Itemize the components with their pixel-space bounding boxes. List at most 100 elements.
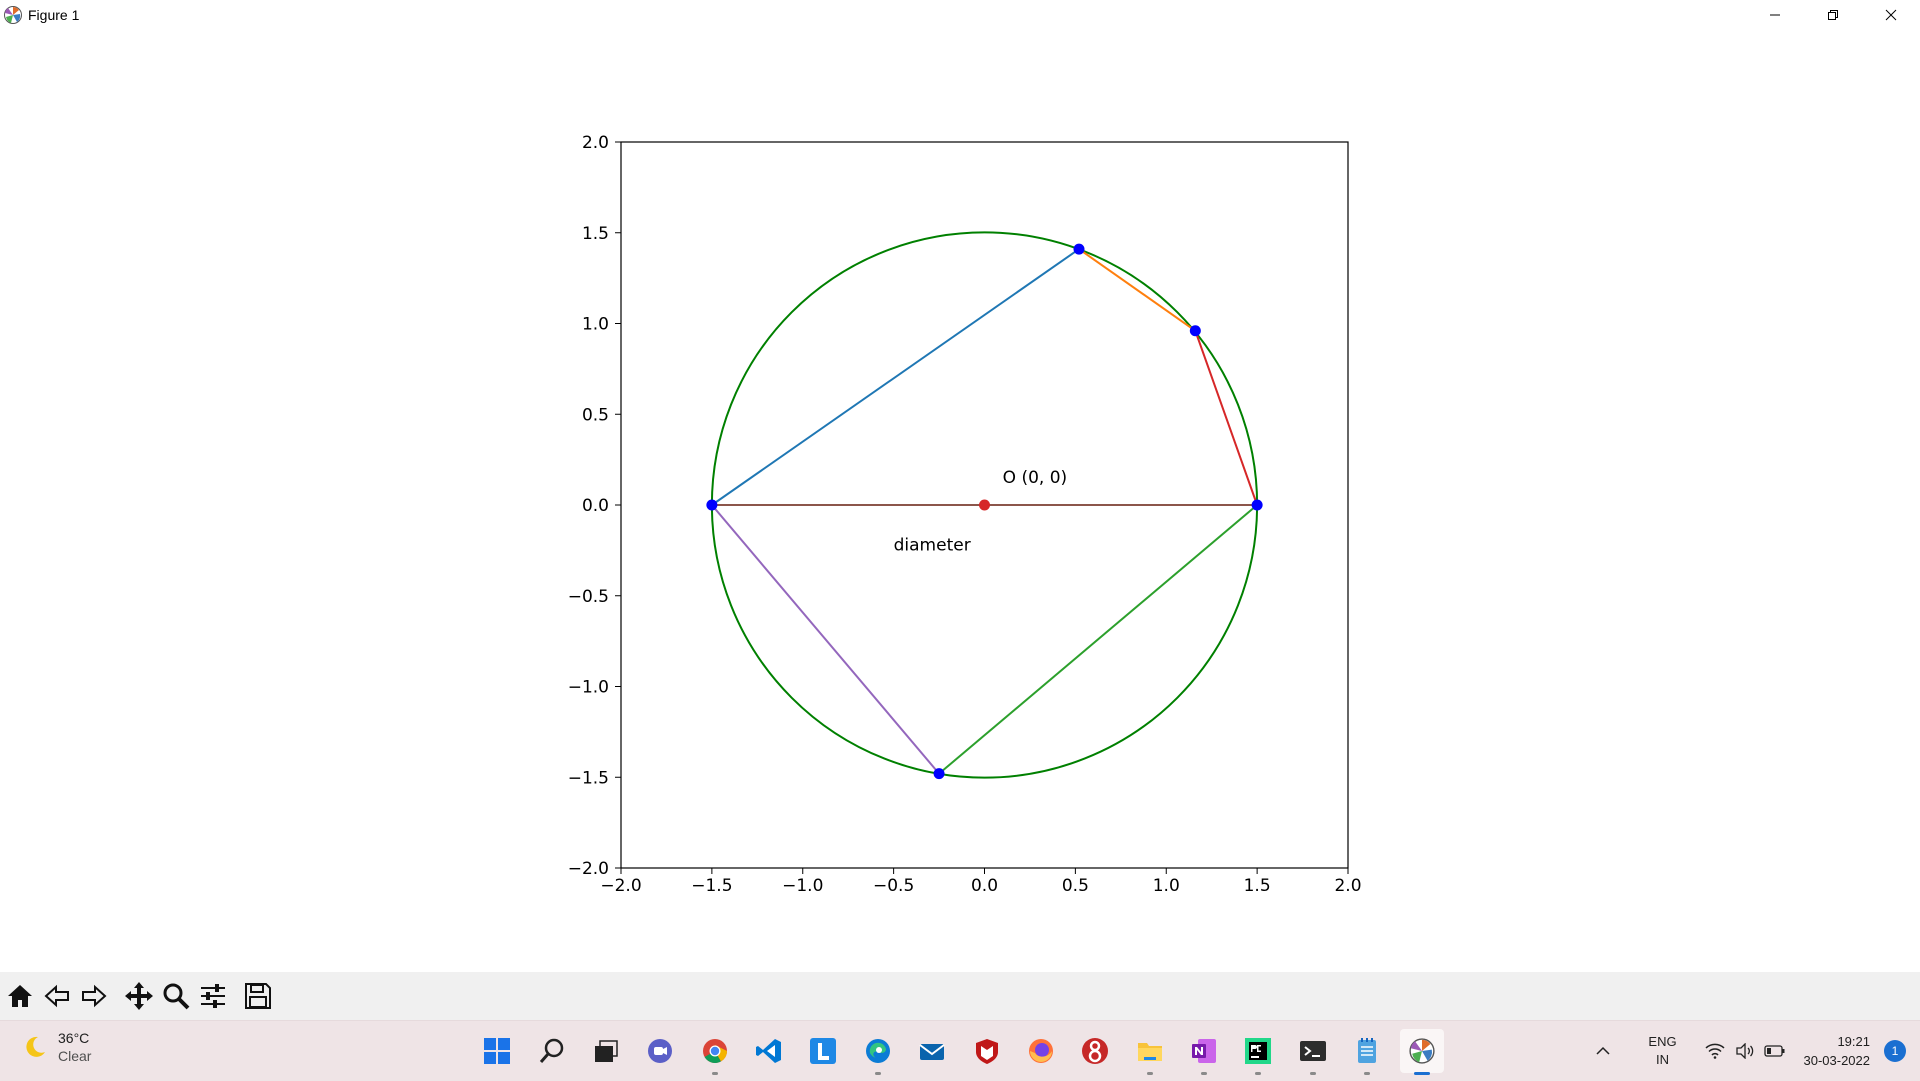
minimize-button[interactable] [1746,0,1804,30]
weather-widget[interactable]: 36°C Clear [22,1029,91,1065]
language-code: ENG [1638,1033,1688,1051]
x-tick-label-3: −0.5 [873,876,914,896]
x-tick-label-8: 2.0 [1334,876,1361,896]
g-app-icon [1081,1037,1109,1065]
x-tick-label-4: 0.0 [971,876,998,896]
pycharm-icon [1244,1037,1272,1065]
segment-2 [1195,331,1257,505]
point-5 [979,500,990,511]
back-icon [43,982,71,1010]
x-tick-label-2: −1.0 [782,876,823,896]
file-explorer-icon [1136,1037,1164,1065]
pan-button[interactable] [121,978,157,1014]
taskbar-firefox-button[interactable] [1019,1029,1063,1073]
home-icon [6,982,34,1010]
close-button[interactable] [1862,0,1920,30]
clock[interactable]: 19:21 30-03-2022 [1804,1032,1871,1070]
network-button[interactable] [1700,1043,1730,1059]
x-tick-label-0: −2.0 [600,876,641,896]
system-tray: ENG IN 19:21 [1588,1021,1920,1081]
segment-3 [939,505,1257,774]
taskbar-onenote-button[interactable] [1182,1029,1226,1073]
notepad-icon [1353,1037,1381,1065]
save-button[interactable] [240,978,276,1014]
taskbar-matplotlib-button[interactable] [1400,1029,1444,1073]
restore-button[interactable] [1804,0,1862,30]
taskbar-terminal-button[interactable] [1291,1029,1335,1073]
terminal-icon [1299,1037,1327,1065]
forward-button[interactable] [76,978,112,1014]
weather-temperature: 36°C [58,1029,91,1047]
taskbar-chat-button[interactable] [638,1029,682,1073]
show-hidden-icons-button[interactable] [1588,1043,1618,1059]
search-icon [538,1037,566,1065]
clock-date: 30-03-2022 [1804,1051,1871,1070]
annotation-1: diameter [894,535,971,555]
matplotlib-icon [1408,1037,1436,1065]
x-tick-label-6: 1.0 [1153,876,1180,896]
volume-button[interactable] [1730,1043,1760,1059]
taskbar-edge-button[interactable] [856,1029,900,1073]
y-tick-label-1: 1.5 [582,224,609,244]
y-tick-label-5: −0.5 [568,587,609,607]
task-view-icon [592,1037,620,1065]
taskbar-vscode-button[interactable] [747,1029,791,1073]
weather-condition: Clear [58,1047,91,1065]
taskbar-pycharm-button[interactable] [1236,1029,1280,1073]
taskbar-start-button[interactable] [475,1029,519,1073]
configure-subplots-icon [199,982,227,1010]
language-region: IN [1638,1051,1688,1069]
taskbar-search-button[interactable] [530,1029,574,1073]
point-1 [1074,244,1085,255]
point-0 [706,500,717,511]
zoom-icon [162,982,190,1010]
mcafee-icon [973,1037,1001,1065]
home-button[interactable] [2,978,38,1014]
moon-icon [22,1034,48,1060]
speaker-icon [1735,1043,1755,1059]
taskbar-mail-button[interactable] [910,1029,954,1073]
navigation-toolbar [0,972,1920,1020]
taskbar-mcafee-button[interactable] [965,1029,1009,1073]
y-tick-label-4: 0.0 [582,496,609,516]
title-bar: Figure 1 [0,0,1920,30]
close-icon [1885,9,1897,21]
matplotlib-icon [3,5,23,25]
x-tick-label-5: 0.5 [1062,876,1089,896]
zoom-button[interactable] [158,978,194,1014]
taskbar-task-view-button[interactable] [584,1029,628,1073]
segment-1 [1079,249,1195,331]
l-app-icon [809,1037,837,1065]
back-button[interactable] [39,978,75,1014]
taskbar-l-app-button[interactable] [801,1029,845,1073]
clock-time: 19:21 [1804,1032,1871,1051]
taskbar-g-app-button[interactable] [1073,1029,1117,1073]
battery-icon [1764,1044,1786,1058]
minimize-icon [1769,9,1781,21]
y-tick-label-8: −2.0 [568,859,609,879]
teams-chat-icon [646,1037,674,1065]
window-title: Figure 1 [28,7,79,23]
mail-icon [918,1037,946,1065]
taskbar-notepad-button[interactable] [1345,1029,1389,1073]
configure-subplots-button[interactable] [195,978,231,1014]
notification-badge[interactable]: 1 [1884,1040,1906,1062]
chevron-up-icon [1595,1043,1611,1059]
battery-button[interactable] [1760,1044,1790,1058]
chrome-icon [701,1037,729,1065]
point-2 [1190,325,1201,336]
taskbar-chrome-button[interactable] [693,1029,737,1073]
windows-start-icon [483,1037,511,1065]
save-icon [244,982,272,1010]
language-indicator[interactable]: ENG IN [1638,1033,1688,1069]
point-3 [1252,500,1263,511]
taskbar: 36°C Clear [0,1020,1920,1081]
x-tick-label-1: −1.5 [691,876,732,896]
forward-icon [80,982,108,1010]
point-4 [934,768,945,779]
taskbar-file-explorer-button[interactable] [1128,1029,1172,1073]
y-tick-label-7: −1.5 [568,768,609,788]
vscode-icon [755,1037,783,1065]
